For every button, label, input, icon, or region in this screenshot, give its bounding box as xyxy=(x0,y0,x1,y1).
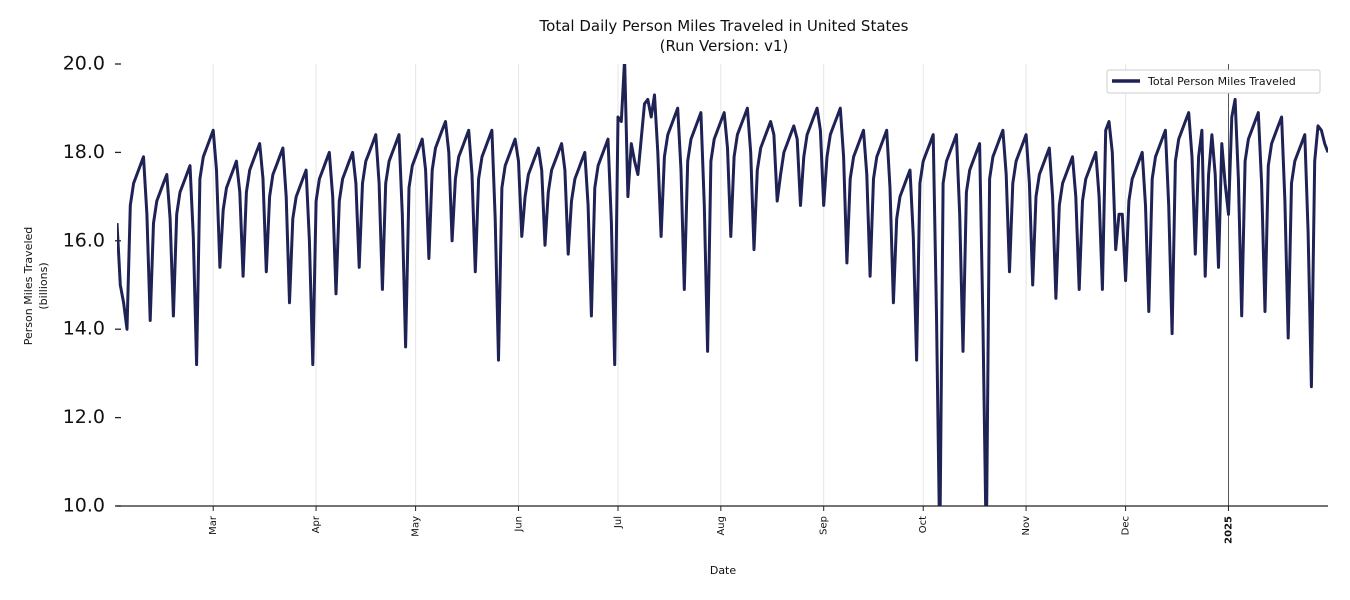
x-tick-label: 2025 xyxy=(1223,516,1234,544)
x-tick-label: Apr xyxy=(311,515,322,533)
series-line-total-person-miles xyxy=(117,64,1328,506)
chart-subtitle: (Run Version: v1) xyxy=(660,37,789,55)
x-axis-label: Date xyxy=(710,564,737,577)
x-tick-label: Oct xyxy=(918,516,929,533)
y-axis: 10.0 12.0 14.0 16.0 18.0 20.0 xyxy=(63,53,121,517)
chart-title: Total Daily Person Miles Traveled in Uni… xyxy=(539,17,909,35)
legend: Total Person Miles Traveled xyxy=(1106,69,1321,94)
x-axis: Mar Apr May Jun Jul Aug Sep Oct Nov Dec 2025 xyxy=(208,506,1234,544)
legend-label: Total Person Miles Traveled xyxy=(1147,75,1296,88)
y-tick-label: 16.0 xyxy=(63,229,105,251)
y-tick-label: 20.0 xyxy=(63,53,105,75)
y-tick-label: 14.0 xyxy=(63,318,105,340)
y-tick-label: 10.0 xyxy=(63,495,105,517)
y-axis-units: (billions) xyxy=(37,262,50,309)
x-tick-label: Aug xyxy=(716,516,727,536)
data-points xyxy=(117,64,1328,506)
x-tick-label: Mar xyxy=(208,515,219,535)
y-axis-label: Person Miles Traveled xyxy=(22,227,35,346)
legend-box xyxy=(1106,69,1321,94)
x-tick-label: Jun xyxy=(513,516,524,533)
x-tick-label: Dec xyxy=(1121,516,1132,535)
x-tick-label: Jul xyxy=(613,516,624,529)
x-tick-label: Nov xyxy=(1021,516,1032,536)
y-tick-label: 18.0 xyxy=(63,141,105,163)
x-tick-label: May xyxy=(411,516,422,537)
gridlines xyxy=(212,64,1229,506)
x-tick-label: Sep xyxy=(819,516,830,535)
y-tick-label: 12.0 xyxy=(63,406,105,428)
